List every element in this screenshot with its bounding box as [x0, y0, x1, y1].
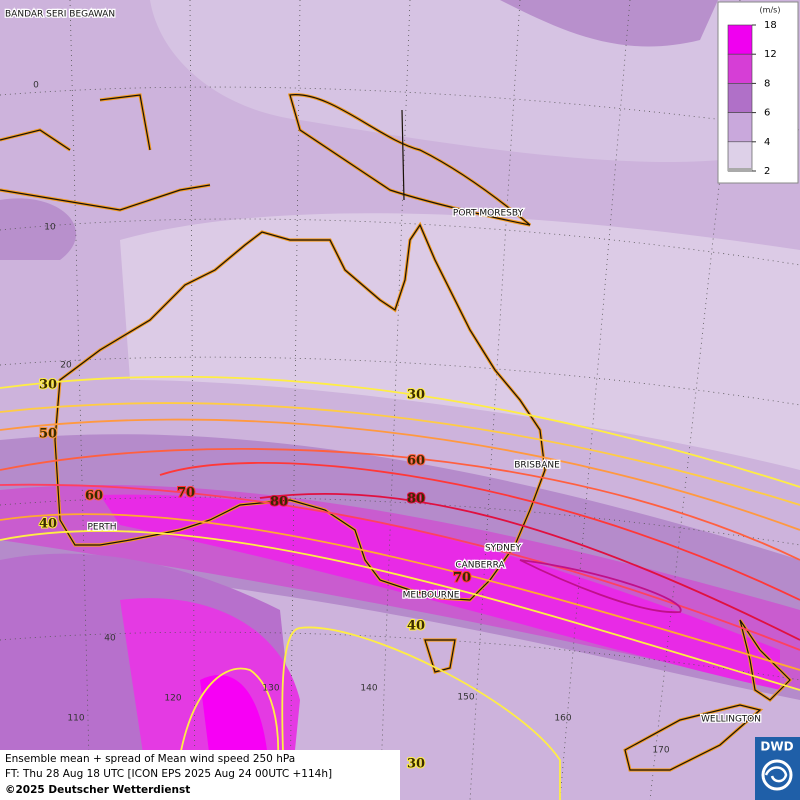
logo-icon: [761, 759, 793, 791]
contour-label: 70: [177, 486, 195, 501]
logo-icon: [764, 766, 788, 783]
legend-unit: (m/s): [760, 6, 781, 15]
footer-box: [0, 750, 400, 800]
legend: (m/s) 18 12 8 6 4 2: [717, 1, 799, 184]
contour-label: 40: [39, 517, 57, 532]
legend-swatch: [727, 112, 753, 143]
lon-label: 160: [554, 714, 571, 724]
contour-label: 60: [85, 489, 103, 504]
contour-label: 60: [407, 454, 425, 469]
place-label: BANDAR SERI BEGAWAN: [5, 10, 115, 20]
legend-swatch: [727, 141, 753, 172]
place-label: PERTH: [88, 523, 117, 533]
lon-label: 170: [652, 746, 669, 756]
lat-label: 10: [44, 223, 56, 233]
place-label: PORT MORESBY: [453, 209, 524, 219]
legend-tick-label: 18: [764, 20, 777, 31]
contour-label: 50: [39, 427, 57, 442]
low-speed-area: [120, 213, 800, 470]
speed-band: [0, 0, 718, 260]
coastlines: [0, 94, 791, 771]
legend-tick-label: 2: [764, 166, 770, 177]
contour-label: 80: [270, 495, 288, 510]
contour-label: 40: [407, 619, 425, 634]
legend-swatch: [728, 168, 752, 172]
contour-label: 30: [407, 388, 425, 403]
legend-tick-label: 4: [764, 137, 770, 148]
legend-swatch: [727, 53, 753, 84]
contour-label: 30: [39, 378, 57, 393]
legend-tick-label: 12: [764, 49, 777, 60]
footer-line: ©2025 Deutscher Wetterdienst: [5, 784, 190, 796]
logo-text: DWD: [760, 740, 793, 754]
legend-swatch: [727, 24, 753, 55]
place-label: MELBOURNE: [403, 591, 460, 601]
lon-label: 140: [360, 684, 377, 694]
contour-label: 30: [407, 757, 425, 772]
place-label: WELLINGTON: [701, 715, 761, 725]
lat-label: 0: [33, 81, 39, 91]
footer-line: FT: Thu 28 Aug 18 UTC [ICON EPS 2025 Aug…: [5, 768, 332, 780]
legend-tick-label: 8: [764, 78, 770, 89]
place-label: SYDNEY: [485, 544, 522, 554]
contour-label: 70: [453, 571, 471, 586]
lon-label: 130: [262, 684, 279, 694]
low-speed-area: [150, 0, 720, 162]
place-label: BRISBANE: [514, 461, 560, 471]
lon-label: 150: [457, 693, 474, 703]
lat-label: 20: [60, 361, 72, 371]
lat-label: 40: [104, 634, 116, 644]
footer-line: Ensemble mean + spread of Mean wind spee…: [5, 753, 295, 765]
place-label: CANBERRA: [455, 561, 505, 571]
legend-swatch: [727, 83, 753, 113]
labels: BANDAR SERI BEGAWAN PORT MORESBY BRISBANE S…: [4, 8, 762, 772]
contour-label: 80: [407, 492, 425, 507]
speed-core: [100, 494, 780, 690]
lon-label: 120: [164, 694, 181, 704]
lon-label: 110: [67, 714, 84, 724]
contours: [0, 375, 800, 800]
legend-tick-label: 6: [764, 108, 770, 119]
